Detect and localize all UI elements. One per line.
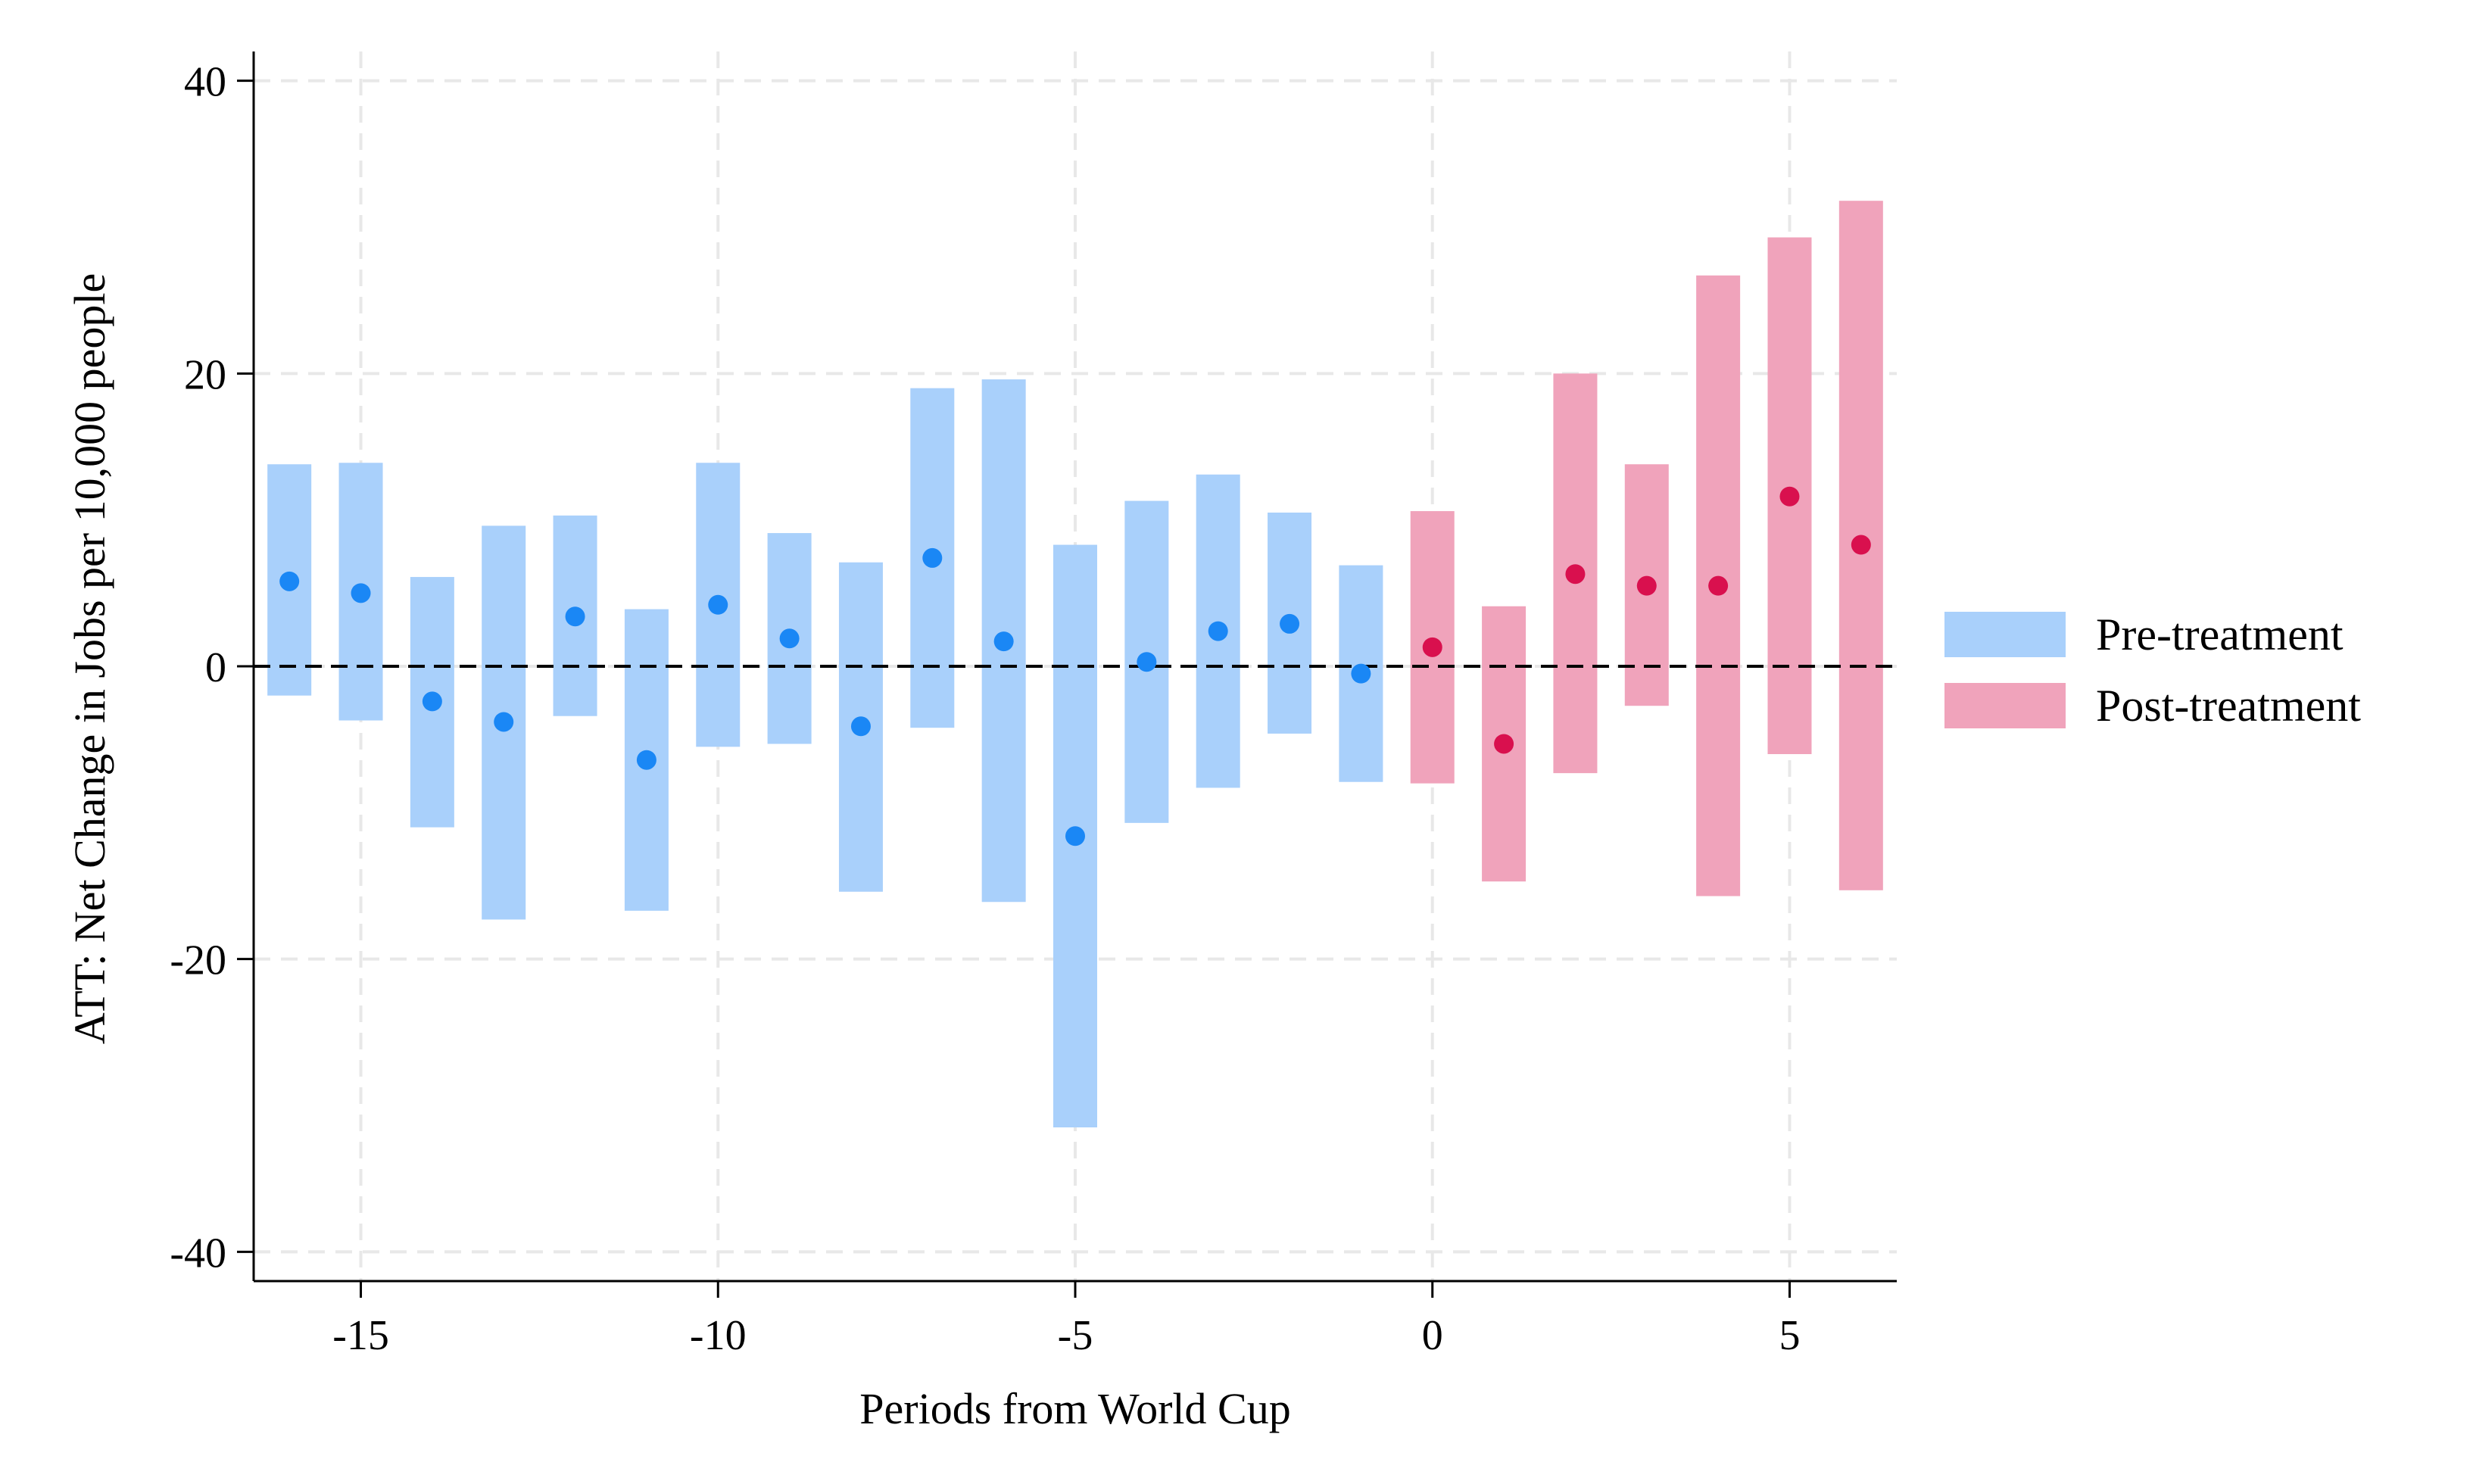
point-estimate-pre-treatment: [565, 606, 585, 627]
x-axis-label: Periods from World Cup: [859, 1384, 1290, 1433]
legend-label-pre-treatment: Pre-treatment: [2096, 610, 2344, 659]
point-estimate-pre-treatment: [1208, 621, 1228, 641]
legend-swatch-pre-treatment: [1944, 612, 2066, 657]
y-tick-label: -40: [170, 1230, 226, 1277]
y-tick-label: -20: [170, 937, 226, 984]
point-estimate-pre-treatment: [279, 571, 300, 591]
point-estimate-pre-treatment: [636, 750, 656, 770]
point-estimates: [279, 486, 1871, 846]
point-estimate-pre-treatment: [850, 716, 871, 737]
point-estimate-pre-treatment: [1065, 826, 1085, 846]
point-estimate-post-treatment: [1851, 535, 1871, 555]
point-estimate-post-treatment: [1422, 637, 1442, 657]
point-estimate-pre-treatment: [993, 631, 1014, 652]
point-estimate-pre-treatment: [779, 628, 800, 649]
x-tick-label: -15: [332, 1312, 389, 1359]
point-estimate-post-treatment: [1636, 575, 1657, 596]
legend: Pre-treatment Post-treatment: [1944, 610, 2361, 731]
y-tick-label: 20: [184, 351, 226, 398]
point-estimate-pre-treatment: [708, 594, 728, 615]
point-estimate-post-treatment: [1494, 734, 1514, 754]
x-tick-label: 0: [1422, 1312, 1443, 1359]
point-estimate-pre-treatment: [422, 691, 442, 712]
y-axis-label: ATT: Net Change in Jobs per 10,000 peopl…: [65, 273, 114, 1044]
y-tick-label: 0: [205, 644, 226, 691]
point-estimate-post-treatment: [1708, 575, 1729, 596]
point-estimate-pre-treatment: [1351, 663, 1371, 684]
x-tick-label: 5: [1779, 1312, 1800, 1359]
point-estimate-pre-treatment: [922, 547, 943, 568]
point-estimate-pre-treatment: [494, 712, 514, 732]
x-tick-label: -5: [1058, 1312, 1093, 1359]
legend-swatch-post-treatment: [1944, 683, 2066, 728]
point-estimate-pre-treatment: [351, 583, 371, 603]
point-estimate-post-treatment: [1565, 564, 1586, 585]
x-tick-label: -10: [690, 1312, 747, 1359]
y-tick-label: 40: [184, 59, 226, 106]
tick-labels: -40 -20 0 20 40 -15 -10 -5 0 5: [170, 59, 1800, 1359]
legend-label-post-treatment: Post-treatment: [2096, 681, 2361, 731]
axes: [237, 51, 1897, 1298]
point-estimate-pre-treatment: [1137, 652, 1157, 672]
point-estimate-pre-treatment: [1280, 613, 1300, 634]
point-estimate-post-treatment: [1779, 486, 1800, 507]
